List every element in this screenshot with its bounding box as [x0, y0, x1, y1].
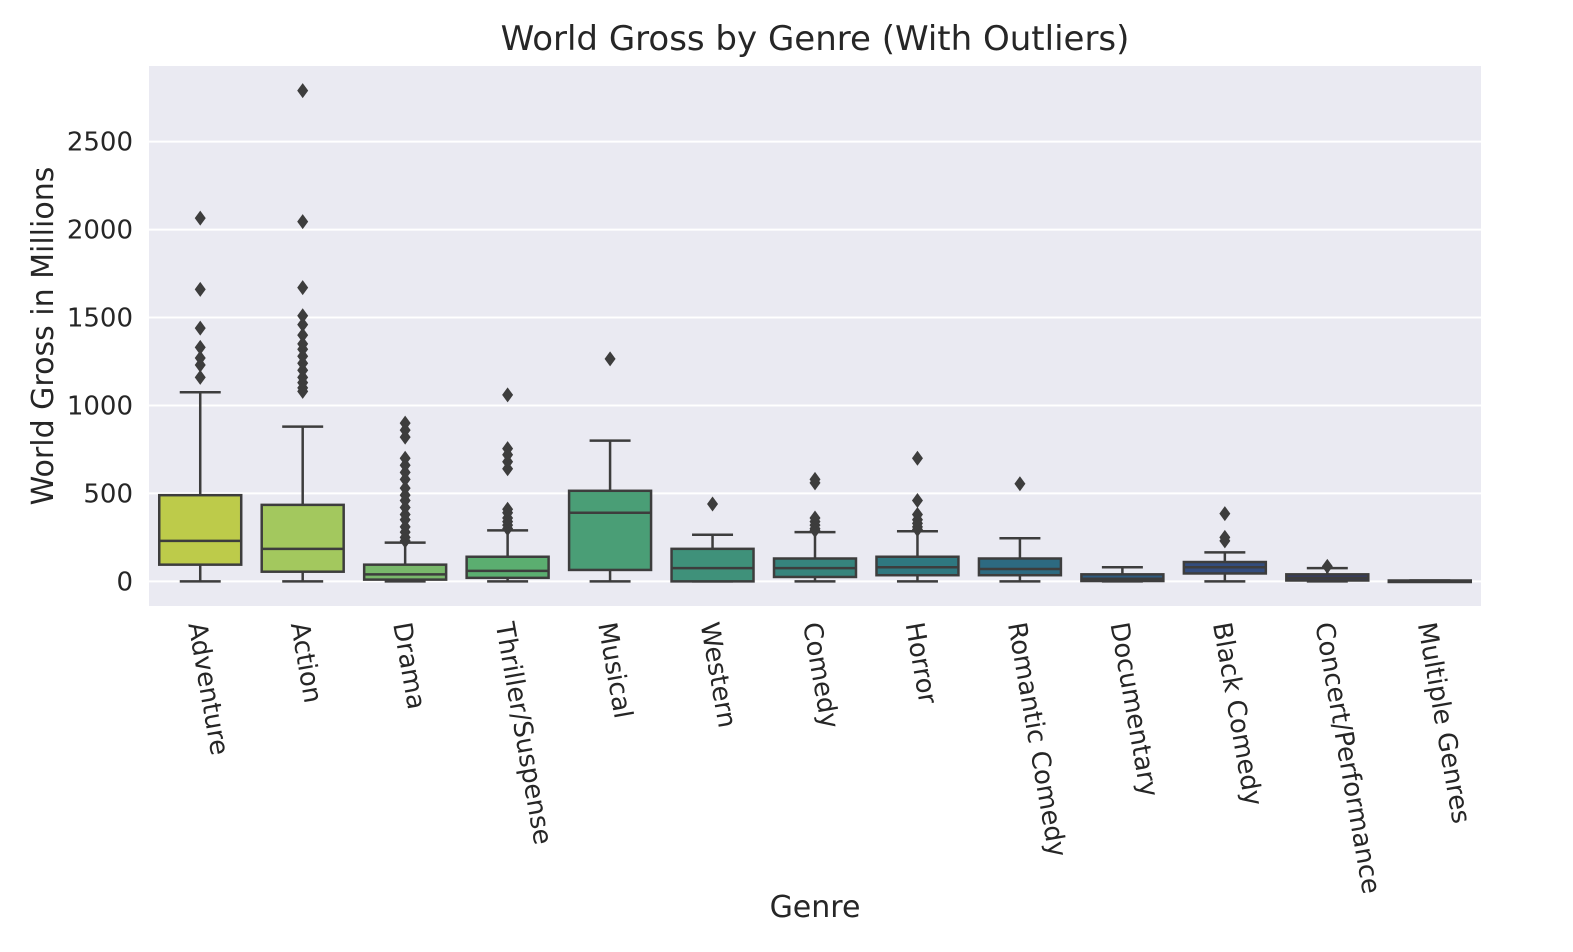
x-tick-label: Drama: [386, 620, 431, 712]
iqr-box: [670, 547, 755, 583]
outlier-point: [194, 210, 206, 226]
y-tick-label: 0: [116, 567, 133, 597]
x-tick-label: Thriller/Suspense: [489, 619, 558, 847]
outlier-point: [809, 471, 821, 487]
outlier-point: [911, 450, 923, 466]
outlier-point: [502, 441, 514, 457]
x-tick-label: Western: [694, 620, 742, 730]
outlier-point: [399, 450, 411, 466]
box-group: [157, 210, 243, 583]
box-series: [157, 83, 1473, 584]
box-group: [977, 476, 1063, 583]
grid-lines: [149, 140, 1481, 583]
iqr-box: [260, 503, 345, 573]
x-tick-label: Romantic Comedy: [1001, 620, 1072, 859]
x-tick-label: Horror: [899, 620, 943, 707]
outlier-point: [194, 281, 206, 297]
y-axis-ticks: 0 500 1000 1500 2000 2500: [67, 128, 133, 598]
box-group: [567, 351, 653, 583]
iqr-box: [465, 555, 550, 580]
x-tick-label: Multiple Genres: [1411, 620, 1476, 826]
outlier-point: [297, 214, 309, 230]
outlier-point: [502, 387, 514, 403]
iqr-box: [977, 557, 1063, 577]
iqr-box: [362, 563, 448, 581]
outlier-point: [502, 501, 514, 517]
outlier-point: [809, 510, 821, 526]
box-group: [1387, 579, 1473, 584]
outlier-point: [707, 496, 719, 512]
outlier-point: [1321, 558, 1333, 574]
box-group: [772, 471, 858, 583]
outlier-point: [911, 492, 923, 508]
box-group: [1080, 566, 1165, 583]
outlier-point: [911, 507, 923, 523]
y-tick-label: 1500: [67, 304, 133, 334]
outlier-point: [194, 350, 206, 366]
box-group: [1182, 506, 1268, 583]
outlier-point: [399, 415, 411, 431]
x-tick-label: Concert/Performance: [1308, 620, 1385, 896]
outlier-point: [297, 280, 309, 296]
outlier-point: [194, 339, 206, 355]
chart-title: World Gross by Genre (With Outliers): [501, 19, 1130, 59]
iqr-box: [567, 489, 653, 572]
outlier-point: [1219, 506, 1231, 522]
box-group: [670, 496, 755, 583]
outlier-point: [1219, 529, 1231, 545]
box-group: [465, 387, 550, 583]
y-tick-label: 2500: [67, 128, 133, 158]
x-axis-label: Genre: [770, 890, 861, 925]
outlier-point: [297, 336, 309, 352]
iqr-box: [875, 555, 960, 577]
iqr-box: [157, 493, 243, 566]
x-axis-ticks: Adventure Action Drama Thriller/Suspense Mus…: [181, 619, 1475, 896]
y-axis-label: World Gross in Millions: [26, 167, 61, 506]
outlier-point: [297, 327, 309, 343]
x-tick-label: Black Comedy: [1206, 620, 1268, 808]
outlier-point: [194, 320, 206, 336]
outlier-point: [604, 351, 616, 367]
y-tick-label: 1000: [67, 391, 133, 421]
box-group: [260, 83, 345, 583]
box-group: [875, 450, 960, 583]
outlier-point: [297, 83, 309, 99]
outlier-point: [194, 369, 206, 385]
box-group: [1285, 558, 1370, 583]
outlier-point: [1014, 476, 1026, 492]
outlier-point: [297, 308, 309, 324]
y-tick-label: 2000: [67, 216, 133, 246]
y-tick-label: 500: [83, 479, 133, 509]
box-group: [362, 415, 448, 583]
x-tick-label: Comedy: [796, 620, 844, 731]
x-tick-label: Action: [284, 620, 328, 705]
outlier-point: [399, 480, 411, 496]
x-tick-label: Adventure: [181, 620, 234, 758]
x-tick-label: Documentary: [1103, 620, 1163, 799]
x-tick-label: Musical: [591, 620, 637, 721]
outlier-point: [297, 317, 309, 333]
